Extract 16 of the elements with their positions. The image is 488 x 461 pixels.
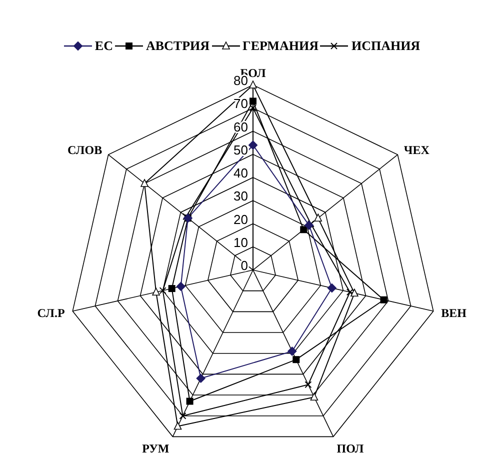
legend-label: АВСТРИЯ [146,38,210,54]
y-tick-label: 30 [234,188,248,204]
spoke-label: ВЕН [441,306,468,320]
y-tick-label: 40 [234,166,248,180]
legend-label: ГЕРМАНИЯ [242,38,318,54]
y-tick-label: 70 [234,96,248,112]
spoke-label: СЛОВ [67,142,102,157]
legend-label: ИСПАНИЯ [351,38,420,54]
y-tick-label: 50 [234,142,248,158]
y-tick-label: 10 [234,234,248,250]
spoke-label: СЛ.Р [37,306,65,320]
spoke-label: РУМ [142,441,170,456]
y-tick-label: 20 [234,212,248,227]
spoke-label: ПОЛ [336,441,364,456]
spoke-label: ЧЕХ [404,142,430,157]
legend-label: ЕС [94,38,113,54]
